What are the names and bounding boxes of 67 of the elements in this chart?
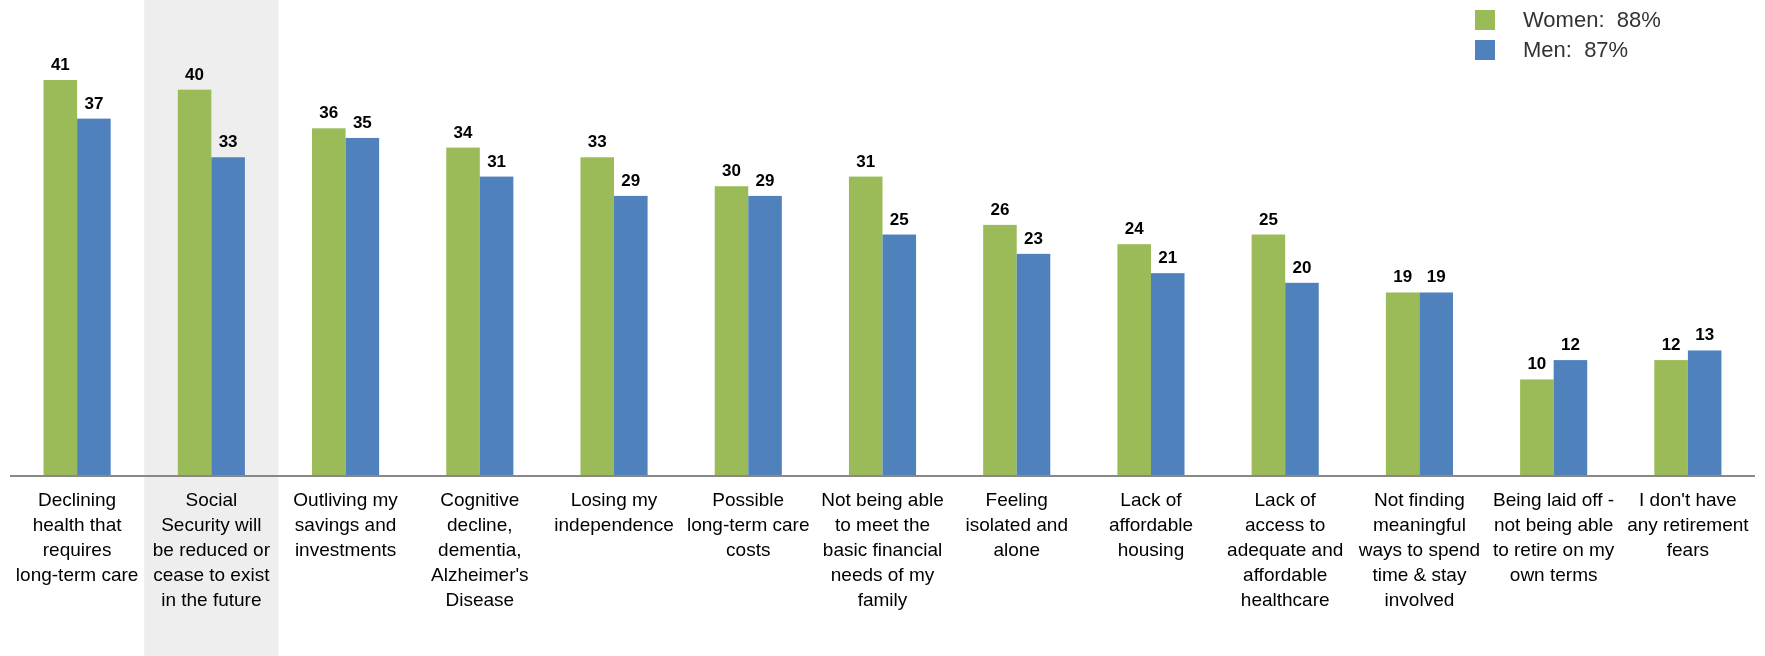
data-label: 19 (1393, 267, 1413, 287)
x-tick-label: Losing my independence (554, 489, 674, 535)
bar (1385, 292, 1420, 476)
bar (177, 89, 212, 476)
x-tick-label: Not being able to meet the basic financial needs of my family (821, 489, 944, 610)
data-label: 29 (755, 170, 775, 190)
x-tick-label: Lack of affordable housing (1108, 489, 1194, 560)
data-label: 36 (319, 103, 339, 123)
data-label: 21 (1158, 248, 1178, 268)
bar (345, 137, 380, 476)
data-label: 13 (1695, 325, 1715, 345)
bar (1654, 360, 1688, 476)
x-tick-label: Feeling isolated and alone (965, 489, 1068, 560)
x-tick-label: Declining health that requires long-term care (15, 489, 139, 585)
bar (1520, 379, 1554, 476)
data-label: 26 (990, 199, 1010, 219)
data-label: 24 (1124, 219, 1145, 239)
bar (983, 224, 1017, 476)
data-label: 37 (84, 93, 104, 113)
x-tick-label: I don't have any retirement fears (1627, 489, 1750, 560)
bar (1251, 234, 1286, 476)
bar (1285, 282, 1319, 476)
bar (882, 234, 917, 476)
x-tick-label: Possible long-term care costs (687, 489, 810, 560)
data-label: 31 (856, 151, 876, 171)
data-label: 10 (1527, 354, 1547, 374)
data-label: 29 (621, 170, 641, 190)
data-label: 35 (352, 112, 372, 132)
data-label: 19 (1426, 267, 1446, 287)
bar (1150, 273, 1185, 476)
legend-label: Men: 87% (1523, 37, 1629, 62)
legend-label: Women: 88% (1523, 7, 1661, 32)
x-tick-label: Cognitive decline, dementia, Alzheimer's Disease (431, 489, 529, 610)
bar (43, 80, 78, 476)
data-label: 33 (218, 132, 238, 152)
bar (211, 157, 245, 476)
bar (580, 157, 615, 476)
bar (1016, 253, 1051, 476)
data-label: 12 (1661, 335, 1681, 355)
bar (77, 118, 111, 476)
data-label: 25 (1258, 209, 1278, 229)
data-label: 31 (487, 151, 507, 171)
data-label: 41 (50, 55, 70, 74)
x-tick-label: Social Security will be reduced or cease to exist in the future (152, 489, 271, 610)
data-label: 34 (453, 122, 474, 142)
data-label: 40 (185, 64, 205, 84)
data-label: 25 (889, 209, 909, 229)
bar (614, 195, 648, 476)
data-label: 30 (722, 161, 741, 181)
x-tick-label: Not finding meaningful ways to spend time & stay involved (1357, 489, 1481, 610)
data-label: 12 (1560, 335, 1580, 355)
data-label: 20 (1292, 257, 1312, 277)
bar (446, 147, 480, 476)
x-tick-label: Outliving my savings and investments (293, 489, 399, 560)
bar (1117, 244, 1151, 476)
bar (748, 195, 782, 476)
x-tick-label: Lack of access to adequate and affordable healthcare (1227, 489, 1344, 610)
x-tick-label: Being laid off - not being able to retire on my own terms (1492, 489, 1615, 585)
data-label: 23 (1024, 228, 1043, 248)
bar (1553, 360, 1588, 476)
bar (312, 128, 346, 476)
bar (479, 176, 514, 476)
bar (848, 176, 883, 476)
bar (1419, 292, 1453, 476)
bar (714, 186, 749, 476)
bar (1687, 350, 1722, 476)
data-label: 33 (587, 132, 607, 152)
